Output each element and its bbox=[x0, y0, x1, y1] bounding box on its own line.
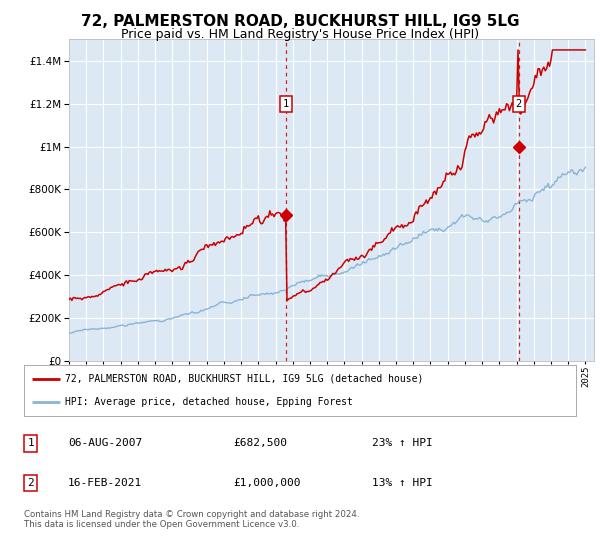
Text: 23% ↑ HPI: 23% ↑ HPI bbox=[372, 438, 433, 449]
Text: 2: 2 bbox=[27, 478, 34, 488]
Text: 2: 2 bbox=[515, 99, 522, 109]
Text: Price paid vs. HM Land Registry's House Price Index (HPI): Price paid vs. HM Land Registry's House … bbox=[121, 28, 479, 41]
Text: Contains HM Land Registry data © Crown copyright and database right 2024.
This d: Contains HM Land Registry data © Crown c… bbox=[24, 510, 359, 529]
Text: £1,000,000: £1,000,000 bbox=[234, 478, 301, 488]
Text: HPI: Average price, detached house, Epping Forest: HPI: Average price, detached house, Eppi… bbox=[65, 397, 353, 407]
Text: 13% ↑ HPI: 13% ↑ HPI bbox=[372, 478, 433, 488]
Text: 72, PALMERSTON ROAD, BUCKHURST HILL, IG9 5LG (detached house): 72, PALMERSTON ROAD, BUCKHURST HILL, IG9… bbox=[65, 374, 424, 384]
Text: 16-FEB-2021: 16-FEB-2021 bbox=[68, 478, 142, 488]
Text: £682,500: £682,500 bbox=[234, 438, 288, 449]
Text: 1: 1 bbox=[283, 99, 289, 109]
Text: 06-AUG-2007: 06-AUG-2007 bbox=[68, 438, 142, 449]
Text: 72, PALMERSTON ROAD, BUCKHURST HILL, IG9 5LG: 72, PALMERSTON ROAD, BUCKHURST HILL, IG9… bbox=[81, 14, 519, 29]
Text: 1: 1 bbox=[27, 438, 34, 449]
